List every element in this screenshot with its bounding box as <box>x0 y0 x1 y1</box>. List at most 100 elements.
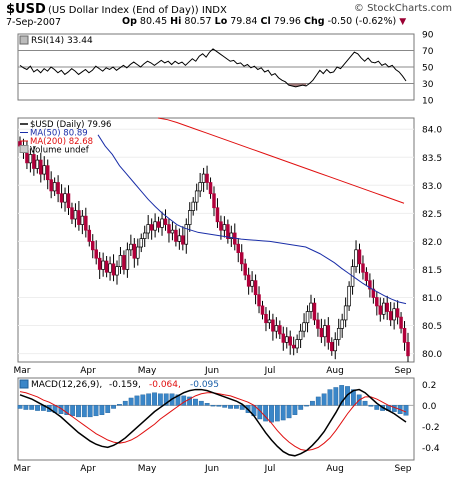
rsi-legend-label: RSI(14) 33.44 <box>31 36 93 46</box>
macd-histogram-bar <box>269 405 274 423</box>
macd-histogram-bar <box>111 405 116 409</box>
price-tick-label: 83.5 <box>422 154 442 164</box>
macd-histogram-bar <box>228 405 233 409</box>
candle-body <box>305 311 310 324</box>
candle-body <box>97 257 102 270</box>
chg-value: -0.50 (-0.62%) <box>327 16 397 27</box>
candle-body <box>239 252 244 265</box>
macd-tick-label: 0.0 <box>422 402 437 412</box>
price-month-label: Mar <box>14 366 31 376</box>
candle-body <box>149 224 154 231</box>
candle-body <box>246 274 251 287</box>
price-tick-label: 80.5 <box>422 322 442 332</box>
symbol-description: (US Dollar Index (End of Day)) INDX <box>48 5 227 16</box>
candle-body <box>42 165 46 175</box>
macd-tick-label: -0.4 <box>422 444 440 454</box>
macd-histogram-bar <box>29 405 35 410</box>
macd-month-label: Jun <box>204 464 219 474</box>
candle-body <box>115 266 119 276</box>
macd-histogram-bar <box>327 389 333 406</box>
candle-body <box>264 313 268 324</box>
macd-histogram-bar <box>105 405 111 413</box>
rsi-tick-label: 70 <box>422 47 434 57</box>
candle-body <box>163 218 168 225</box>
candle-body <box>361 263 365 273</box>
candle-body <box>177 235 182 242</box>
candle-body <box>330 342 334 352</box>
macd-histogram-bar <box>198 400 204 406</box>
candle-body <box>267 319 272 324</box>
high-label: Hi <box>170 16 182 27</box>
macd-histogram-bar <box>298 405 304 410</box>
macd-histogram-bar <box>374 405 380 410</box>
macd-histogram-bar <box>193 398 198 406</box>
volume-legend-swatch <box>19 145 29 153</box>
macd-histogram-bar <box>403 405 409 416</box>
candle-body <box>312 302 317 321</box>
candle-body <box>291 344 296 349</box>
macd-histogram-bar <box>286 405 292 419</box>
candle-body <box>336 327 341 340</box>
macd-legend-label: -0.095 <box>190 380 219 390</box>
candle-body <box>84 215 88 231</box>
price-tick-label: 82.0 <box>422 238 442 248</box>
macd-month-label: Apr <box>80 464 96 474</box>
candle-body <box>52 182 57 192</box>
macd-histogram-bar <box>304 405 309 407</box>
price-legend-label: Volume undef <box>30 146 90 156</box>
candle-body <box>156 221 161 228</box>
candle-body <box>136 246 140 259</box>
macd-histogram-bar <box>339 385 345 406</box>
macd-line <box>19 388 407 457</box>
candle-body <box>385 302 389 312</box>
symbol-title: $USD <box>6 2 46 17</box>
candle-body <box>288 336 292 346</box>
candle-body <box>364 271 369 282</box>
macd-month-label: Aug <box>326 464 344 474</box>
candle-body <box>354 249 358 267</box>
candle-body <box>45 165 50 181</box>
candle-body <box>28 154 33 164</box>
candle-body <box>208 182 213 195</box>
candle-body <box>271 319 275 332</box>
open-value: 80.45 <box>139 16 168 27</box>
close-value: 79.96 <box>273 16 301 27</box>
candle-body <box>170 229 175 234</box>
candle-body <box>160 218 164 228</box>
macd-histogram-bar <box>333 387 339 406</box>
price-tick-label: 83.0 <box>422 182 442 192</box>
macd-histogram-bar <box>35 405 40 411</box>
macd-histogram-bar <box>257 405 263 420</box>
price-legend-label: $USD (Daily) 79.96 <box>30 120 111 130</box>
rsi-tick-label: 50 <box>422 64 434 74</box>
macd-histogram-bar <box>362 400 368 406</box>
macd-histogram-bar <box>99 405 105 415</box>
macd-histogram-bar <box>321 393 327 406</box>
candle-body <box>219 221 223 231</box>
candle-body <box>347 285 351 307</box>
close-label: Cl <box>260 16 271 27</box>
macd-histogram-bar <box>64 405 70 415</box>
macd-histogram-bar <box>117 404 122 406</box>
candle-body <box>49 179 53 192</box>
candle-body <box>184 224 189 245</box>
candle-body <box>129 243 133 251</box>
macd-legend-swatch <box>19 379 29 389</box>
price-legend-label: MA(50) 80.89 <box>30 129 88 139</box>
macd-legend-label: -0.159, <box>109 380 141 390</box>
candle-body <box>59 193 64 203</box>
macd-histogram-bar <box>204 403 210 406</box>
candle-body <box>90 241 95 251</box>
macd-histogram-bar <box>315 396 321 406</box>
candle-body <box>357 249 362 265</box>
candle-body <box>333 339 338 352</box>
macd-histogram-bar <box>81 405 87 418</box>
candle-body <box>236 243 241 253</box>
macd-histogram-bar <box>292 405 298 415</box>
macd-legend-label: MACD(12,26,9), <box>31 380 102 390</box>
macd-histogram-bar <box>23 405 29 410</box>
candle-body <box>281 333 286 343</box>
rsi-legend-swatch <box>19 35 29 45</box>
price-month-label: Apr <box>80 366 96 376</box>
